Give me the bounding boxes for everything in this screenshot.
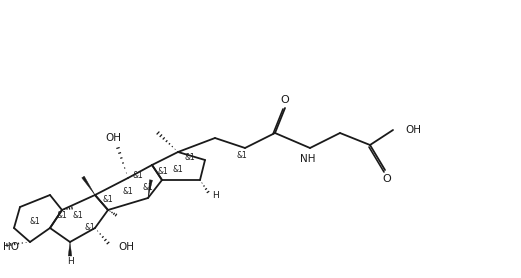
Text: H: H [213,190,219,200]
Polygon shape [148,180,153,198]
Text: &1: &1 [133,170,143,180]
Polygon shape [82,176,95,195]
Text: &1: &1 [122,187,133,197]
Text: &1: &1 [103,195,114,205]
Text: &1: &1 [158,168,168,177]
Text: OH: OH [105,133,121,143]
Text: O: O [281,95,289,105]
Text: H: H [67,257,73,267]
Polygon shape [68,242,72,256]
Text: HO: HO [3,242,19,252]
Text: NH: NH [300,154,316,164]
Text: O: O [382,174,391,184]
Text: &1: &1 [184,153,195,162]
Text: &1: &1 [30,217,40,227]
Text: &1: &1 [143,183,153,192]
Text: &1: &1 [72,210,83,220]
Text: OH: OH [118,242,134,252]
Text: &1: &1 [172,165,183,175]
Text: OH: OH [405,125,421,135]
Text: &1: &1 [237,152,247,160]
Text: &1: &1 [84,224,95,232]
Text: &1: &1 [57,210,67,220]
